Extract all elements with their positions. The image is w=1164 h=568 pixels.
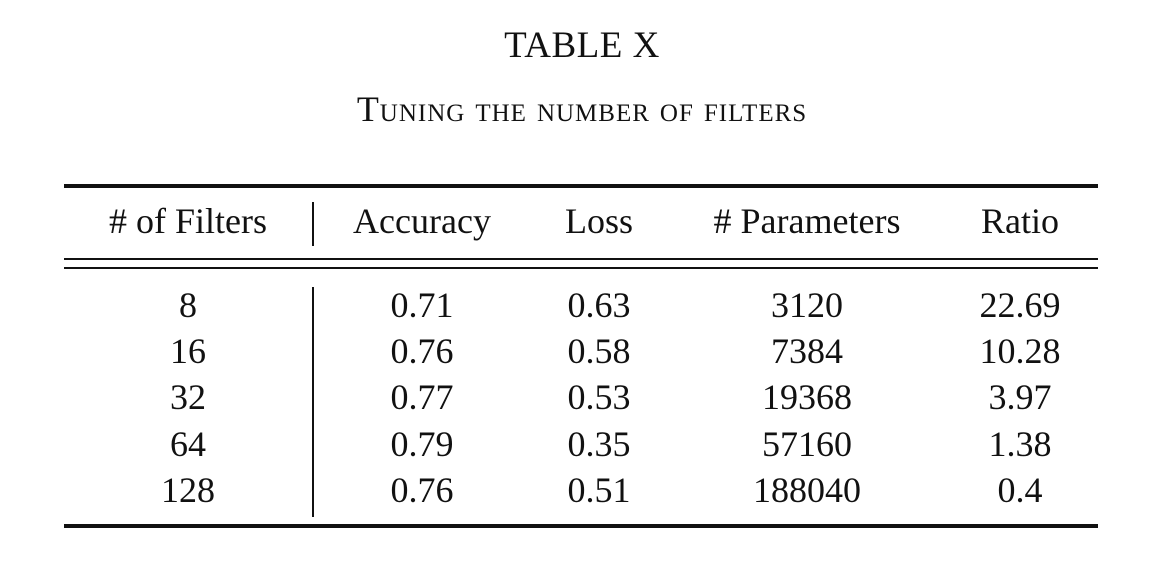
cell-parameters: 7384 (771, 331, 843, 372)
cell-parameters: 3120 (771, 285, 843, 325)
cell-filters: 128 (161, 469, 215, 510)
cell-filters: 32 (170, 377, 206, 418)
body-column-divider (312, 287, 314, 517)
header-ratio: Ratio (981, 201, 1059, 241)
table-title: Tuning the number of filters (356, 89, 808, 129)
cell-ratio: 3.97 (988, 377, 1052, 418)
header-rule-lower (64, 267, 1098, 269)
cell-accuracy: 0.77 (390, 377, 454, 418)
cell-filters: 8 (179, 285, 197, 325)
cell-filters: 16 (170, 331, 206, 372)
cell-loss: 0.58 (567, 331, 631, 372)
bottom-rule (64, 524, 1098, 528)
cell-accuracy: 0.76 (390, 331, 454, 372)
cell-ratio: 0.4 (997, 469, 1043, 510)
cell-parameters: 57160 (762, 423, 852, 464)
cell-loss: 0.35 (567, 423, 631, 464)
top-rule (64, 184, 1098, 188)
cell-accuracy: 0.76 (390, 469, 454, 510)
cell-accuracy: 0.71 (390, 285, 454, 325)
header-column-divider (312, 202, 314, 246)
cell-ratio: 1.38 (988, 423, 1052, 464)
table-number: TABLE X (504, 25, 660, 66)
cell-loss: 0.63 (567, 285, 631, 325)
header-loss: Loss (564, 201, 633, 241)
cell-accuracy: 0.79 (390, 423, 454, 464)
header-rule-upper (64, 258, 1098, 260)
cell-loss: 0.51 (567, 469, 631, 510)
cell-ratio: 22.69 (979, 285, 1061, 325)
cell-parameters: 19368 (762, 377, 852, 418)
header-accuracy: Accuracy (353, 201, 491, 241)
header-filters: # of Filters (109, 201, 267, 241)
header-parameters: # Parameters (713, 201, 901, 241)
cell-filters: 64 (170, 423, 206, 464)
cell-ratio: 10.28 (979, 331, 1061, 372)
cell-parameters: 188040 (753, 469, 861, 510)
cell-loss: 0.53 (567, 377, 631, 418)
